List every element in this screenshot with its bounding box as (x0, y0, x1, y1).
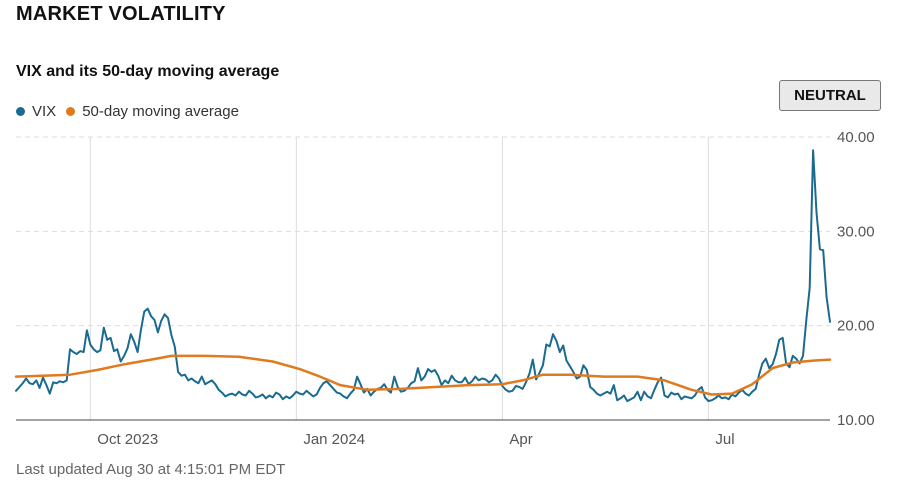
legend-item-vix[interactable]: VIX (16, 103, 56, 120)
legend-label-ma: 50-day moving average (82, 103, 239, 120)
x-tick-label: Jan 2024 (303, 431, 365, 448)
y-tick-label: 20.00 (837, 318, 875, 335)
last-updated-text: Last updated Aug 30 at 4:15:01 PM EDT (16, 461, 286, 478)
y-tick-label: 40.00 (837, 129, 875, 146)
chart-subtitle: VIX and its 50-day moving average (16, 63, 280, 80)
x-tick-label: Jul (715, 431, 734, 448)
page-title: MARKET VOLATILITY (16, 3, 226, 25)
legend-swatch-vix (16, 107, 25, 116)
legend-swatch-ma (66, 107, 76, 116)
chart-legend: VIX 50-day moving average (16, 103, 249, 120)
y-tick-label: 30.00 (837, 223, 875, 240)
vix-line (15, 149, 831, 403)
legend-item-ma[interactable]: 50-day moving average (66, 103, 239, 120)
legend-label-vix: VIX (32, 103, 57, 120)
y-tick-label: 10.00 (837, 412, 875, 429)
moving-average-line (14, 354, 832, 396)
x-tick-label: Apr (509, 431, 532, 448)
sentiment-badge: NEUTRAL (779, 80, 881, 111)
x-tick-label: Oct 2023 (97, 431, 158, 448)
